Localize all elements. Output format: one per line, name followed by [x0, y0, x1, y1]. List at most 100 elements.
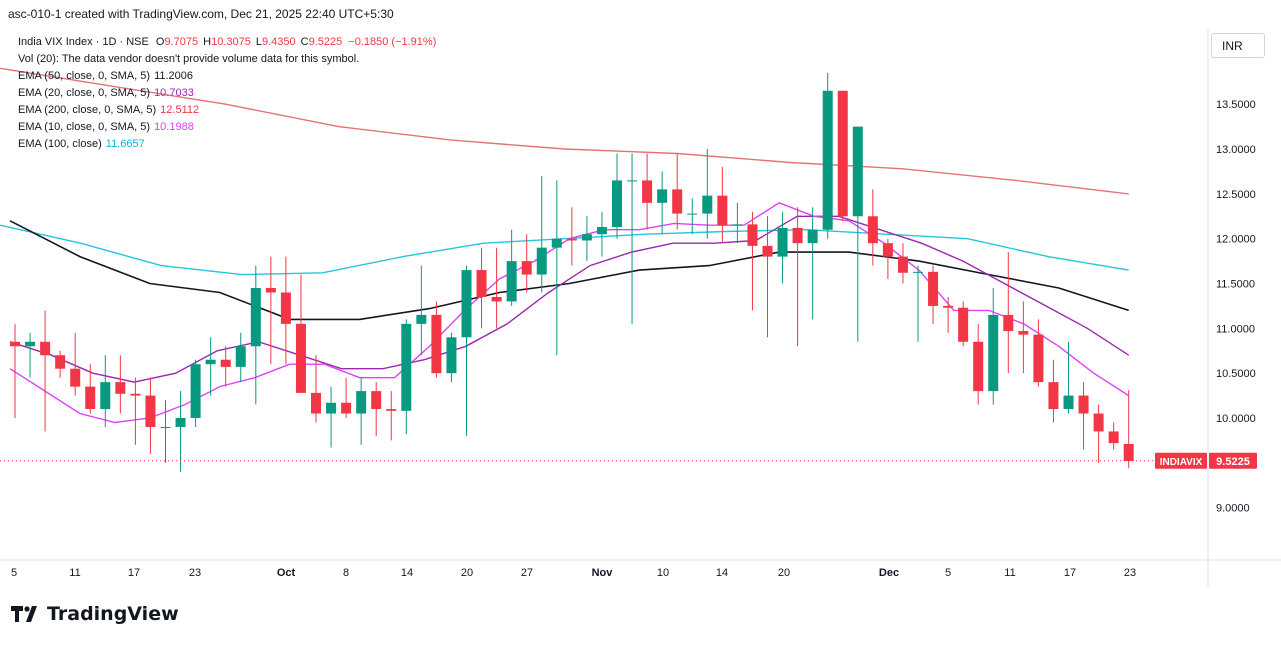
candle-body [792, 227, 803, 244]
candle[interactable] [913, 265, 923, 342]
candle-body [295, 323, 306, 393]
candle[interactable] [280, 256, 291, 365]
candle[interactable] [1093, 404, 1104, 463]
candle[interactable] [657, 171, 668, 235]
candle[interactable] [491, 247, 502, 329]
candle[interactable] [70, 332, 81, 396]
candle[interactable] [1108, 422, 1119, 450]
candle[interactable] [476, 247, 487, 329]
candle[interactable] [100, 355, 111, 427]
candle[interactable] [401, 319, 412, 435]
candle[interactable] [732, 202, 743, 244]
candle[interactable] [295, 274, 306, 393]
candle[interactable] [506, 229, 517, 306]
indicator-row[interactable]: EMA (100, close) 11.6657 [18, 136, 436, 153]
price-chart[interactable]: 9.0000 10.0000 10.5000 11.0000 11.5000 12.000… [0, 28, 1281, 588]
candle[interactable] [356, 377, 367, 445]
candle[interactable] [642, 153, 653, 230]
candle[interactable] [55, 350, 66, 378]
candle[interactable] [792, 207, 803, 347]
candle[interactable] [958, 301, 969, 347]
candle[interactable] [1033, 319, 1044, 387]
candle[interactable] [762, 216, 773, 338]
candle[interactable] [973, 323, 984, 405]
candle[interactable] [627, 153, 638, 324]
time-tick-label: 5 [11, 567, 17, 579]
candle[interactable] [1048, 359, 1059, 423]
candle[interactable] [596, 211, 607, 257]
candle[interactable] [672, 153, 683, 230]
candle[interactable] [852, 126, 863, 342]
candle[interactable] [1003, 252, 1014, 374]
candle[interactable] [687, 198, 698, 235]
candle-body [235, 346, 246, 367]
candle[interactable] [250, 265, 261, 405]
candle-body [491, 296, 502, 302]
candle[interactable] [160, 400, 171, 463]
candle[interactable] [341, 377, 352, 418]
indicator-row[interactable]: EMA (200, close, 0, SMA, 5) 12.5112 [18, 102, 436, 119]
chart-caption: asc-010-1 created with TradingView.com, … [8, 7, 394, 21]
candle[interactable] [867, 189, 878, 266]
indicator-row[interactable]: EMA (50, close, 0, SMA, 5) 11.2006 [18, 68, 436, 85]
candle[interactable] [882, 238, 893, 280]
candle[interactable] [807, 207, 818, 320]
candle[interactable] [702, 149, 713, 239]
candle[interactable] [822, 72, 833, 239]
candle[interactable] [1063, 341, 1074, 414]
candle-body [476, 270, 487, 297]
chart-area[interactable]: 9.0000 10.0000 10.5000 11.0000 11.5000 12.000… [0, 28, 1281, 588]
candle[interactable] [897, 243, 908, 284]
ohlc-value-h: 10.3075 [211, 36, 251, 48]
candle-body [762, 245, 773, 257]
indicator-row[interactable]: EMA (20, close, 0, SMA, 5) 10.7033 [18, 85, 436, 102]
candle[interactable] [581, 216, 592, 262]
candle[interactable] [371, 382, 382, 436]
candle[interactable] [10, 323, 20, 418]
candle[interactable] [551, 180, 562, 356]
candle[interactable] [40, 310, 51, 432]
candle[interactable] [1123, 390, 1134, 469]
candle[interactable] [1078, 382, 1089, 450]
candle[interactable] [837, 90, 848, 221]
time-tick-label: 11 [69, 567, 80, 579]
candle[interactable] [521, 234, 532, 293]
candle[interactable] [85, 364, 96, 414]
candle-body [130, 393, 141, 396]
candle[interactable] [461, 265, 472, 436]
candle[interactable] [536, 175, 547, 293]
candle[interactable] [190, 359, 201, 427]
indicator-label: EMA (50, close, 0, SMA, 5) [18, 70, 151, 82]
indicator-row[interactable]: EMA (10, close, 0, SMA, 5) 10.1988 [18, 119, 436, 136]
candle[interactable] [25, 332, 36, 378]
candle[interactable] [988, 288, 999, 405]
time-tick-label: 20 [778, 567, 790, 579]
symbol-name[interactable]: India VIX Index · 1D · NSE [18, 36, 149, 48]
candle[interactable] [566, 207, 577, 266]
candle[interactable] [431, 301, 442, 378]
candle[interactable] [386, 391, 397, 441]
candle[interactable] [416, 265, 427, 356]
candle-body [220, 359, 231, 367]
candle[interactable] [205, 337, 216, 396]
candle[interactable] [446, 332, 457, 383]
candle[interactable] [115, 355, 126, 414]
candle[interactable] [175, 391, 186, 472]
candle-body [657, 189, 668, 203]
candle[interactable] [220, 346, 231, 387]
candle[interactable] [777, 211, 788, 284]
candle[interactable] [747, 211, 758, 311]
candle[interactable] [1018, 301, 1029, 374]
candle[interactable] [717, 166, 728, 244]
time-tick-label: 17 [128, 567, 140, 579]
candle[interactable] [928, 265, 939, 324]
candle[interactable] [943, 296, 954, 333]
candle[interactable] [326, 386, 337, 448]
candle[interactable] [265, 256, 276, 365]
candle[interactable] [145, 377, 156, 454]
candle[interactable] [235, 332, 246, 383]
candle[interactable] [612, 153, 622, 239]
candle[interactable] [130, 377, 141, 445]
currency-selector[interactable]: INR [1211, 33, 1265, 58]
candle[interactable] [311, 355, 321, 423]
